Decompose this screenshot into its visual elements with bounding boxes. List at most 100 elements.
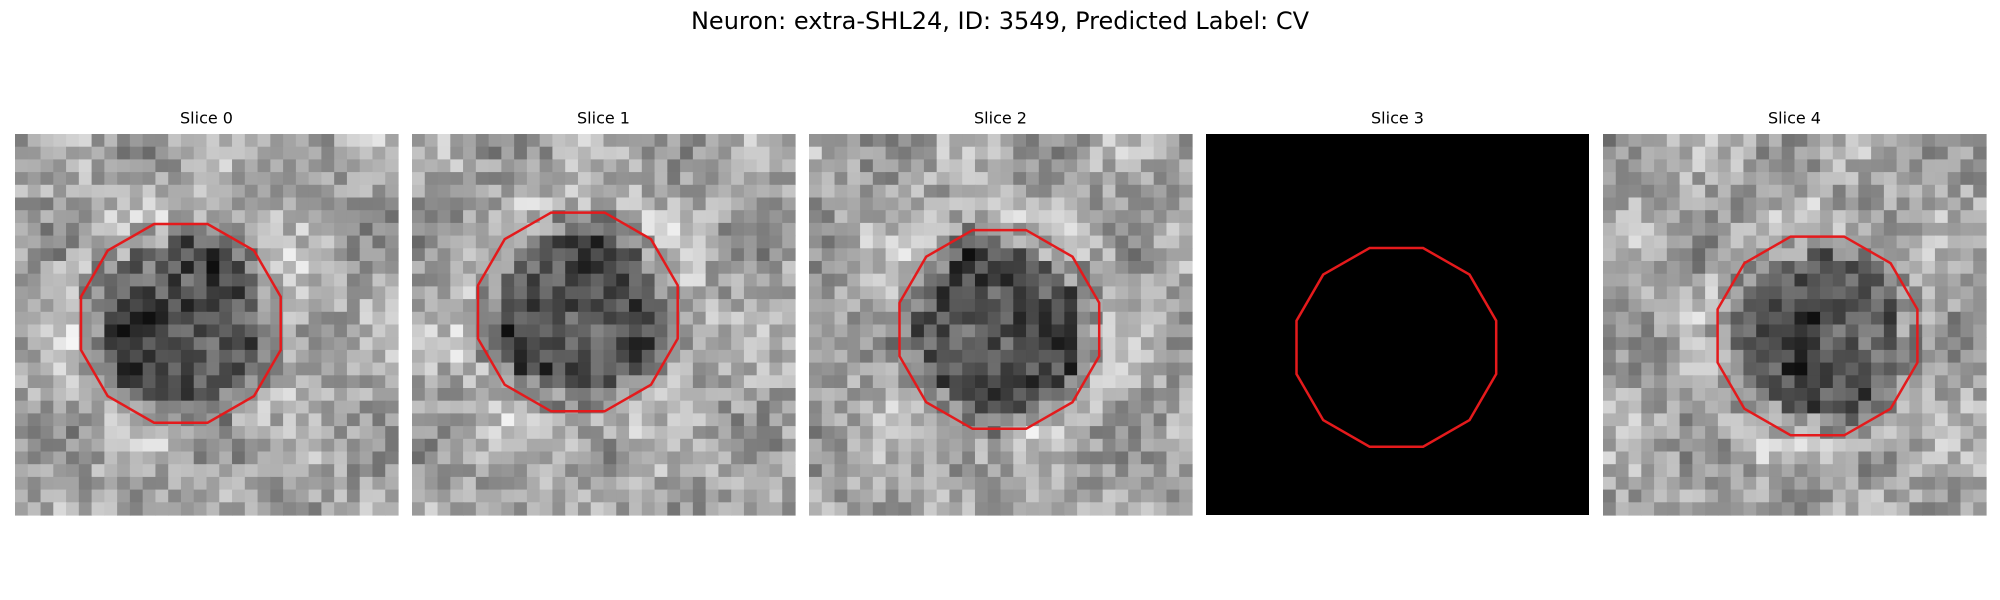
- image-pixel: [463, 476, 477, 491]
- image-pixel: [1705, 489, 1719, 503]
- image-pixel: [1756, 426, 1770, 440]
- image-pixel: [219, 210, 233, 224]
- image-pixel: [15, 299, 29, 313]
- image-pixel: [437, 197, 451, 211]
- image-pixel: [641, 210, 656, 224]
- image-pixel: [860, 400, 874, 414]
- image-pixel: [78, 464, 93, 478]
- image-pixel: [1960, 222, 1974, 237]
- image-pixel: [53, 311, 67, 326]
- image-pixel: [1934, 464, 1949, 478]
- image-pixel: [1102, 172, 1116, 186]
- image-pixel: [1102, 210, 1116, 224]
- image-pixel: [860, 476, 874, 491]
- image-pixel: [872, 146, 887, 160]
- image-pixel: [501, 210, 515, 224]
- image-pixel: [898, 184, 912, 199]
- image-pixel: [257, 235, 271, 249]
- image-pixel: [295, 210, 310, 224]
- image-pixel: [1051, 286, 1065, 300]
- image-pixel: [987, 400, 1002, 414]
- image-pixel: [1973, 451, 1987, 465]
- image-pixel: [834, 172, 848, 186]
- image-pixel: [987, 388, 1002, 402]
- image-pixel: [680, 172, 694, 186]
- image-pixel: [1641, 248, 1655, 262]
- image-pixel: [949, 311, 963, 326]
- image-pixel: [692, 159, 707, 173]
- image-pixel: [936, 222, 951, 237]
- image-pixel: [1743, 388, 1757, 402]
- image-pixel: [346, 235, 361, 249]
- image-pixel: [412, 184, 426, 199]
- image-pixel: [359, 299, 374, 313]
- image-pixel: [667, 438, 681, 453]
- image-pixel: [1947, 286, 1962, 300]
- image-pixel: [1654, 426, 1668, 440]
- image-pixel: [1807, 172, 1821, 186]
- image-pixel: [142, 400, 157, 414]
- image-pixel: [1896, 413, 1910, 427]
- image-pixel: [974, 286, 989, 300]
- image-pixel: [680, 337, 694, 351]
- image-pixel: [911, 337, 925, 351]
- image-pixel: [834, 134, 848, 148]
- image-pixel: [1679, 349, 1693, 364]
- image-pixel: [155, 146, 169, 160]
- image-pixel: [1743, 184, 1757, 199]
- image-pixel: [834, 235, 848, 249]
- image-pixel: [1666, 426, 1681, 440]
- image-pixel: [1128, 400, 1142, 414]
- image-pixel: [1038, 210, 1053, 224]
- image-pixel: [91, 489, 105, 503]
- image-pixel: [359, 388, 374, 402]
- image-pixel: [1692, 476, 1706, 491]
- image-pixel: [283, 464, 297, 478]
- image-pixel: [437, 248, 451, 262]
- image-pixel: [1038, 146, 1053, 160]
- image-pixel: [1666, 197, 1681, 211]
- image-pixel: [1692, 311, 1706, 326]
- image-pixel: [718, 349, 732, 364]
- image-pixel: [1000, 159, 1014, 173]
- image-pixel: [270, 222, 284, 237]
- image-pixel: [359, 311, 374, 326]
- image-pixel: [1768, 222, 1783, 237]
- image-pixel: [1807, 400, 1821, 414]
- image-pixel: [1871, 311, 1885, 326]
- image-pixel: [1654, 172, 1668, 186]
- image-pixel: [501, 489, 515, 503]
- image-pixel: [552, 413, 566, 427]
- image-pixel: [1896, 222, 1910, 237]
- image-pixel: [308, 388, 322, 402]
- image-pixel: [1051, 172, 1065, 186]
- image-pixel: [1026, 438, 1040, 453]
- image-pixel: [756, 134, 771, 148]
- image-pixel: [117, 134, 131, 148]
- image-pixel: [1038, 476, 1053, 491]
- image-pixel: [270, 413, 284, 427]
- image-pixel: [1947, 438, 1962, 453]
- image-pixel: [193, 261, 208, 275]
- image-pixel: [514, 261, 528, 275]
- image-pixel: [692, 261, 707, 275]
- image-pixel: [1102, 362, 1116, 376]
- image-pixel: [488, 375, 502, 389]
- image-pixel: [834, 248, 848, 262]
- image-pixel: [1140, 426, 1155, 440]
- image-pixel: [885, 489, 899, 503]
- image-pixel: [962, 362, 976, 376]
- image-pixel: [359, 413, 374, 427]
- image-pixel: [424, 235, 439, 249]
- image-pixel: [1832, 489, 1847, 503]
- image-pixel: [949, 261, 963, 275]
- image-pixel: [206, 286, 220, 300]
- image-pixel: [334, 299, 348, 313]
- image-pixel: [91, 286, 105, 300]
- image-pixel: [1858, 451, 1872, 465]
- image-pixel: [180, 159, 195, 173]
- image-pixel: [911, 362, 925, 376]
- image-pixel: [424, 337, 439, 351]
- image-pixel: [860, 324, 874, 338]
- image-pixel: [283, 273, 297, 287]
